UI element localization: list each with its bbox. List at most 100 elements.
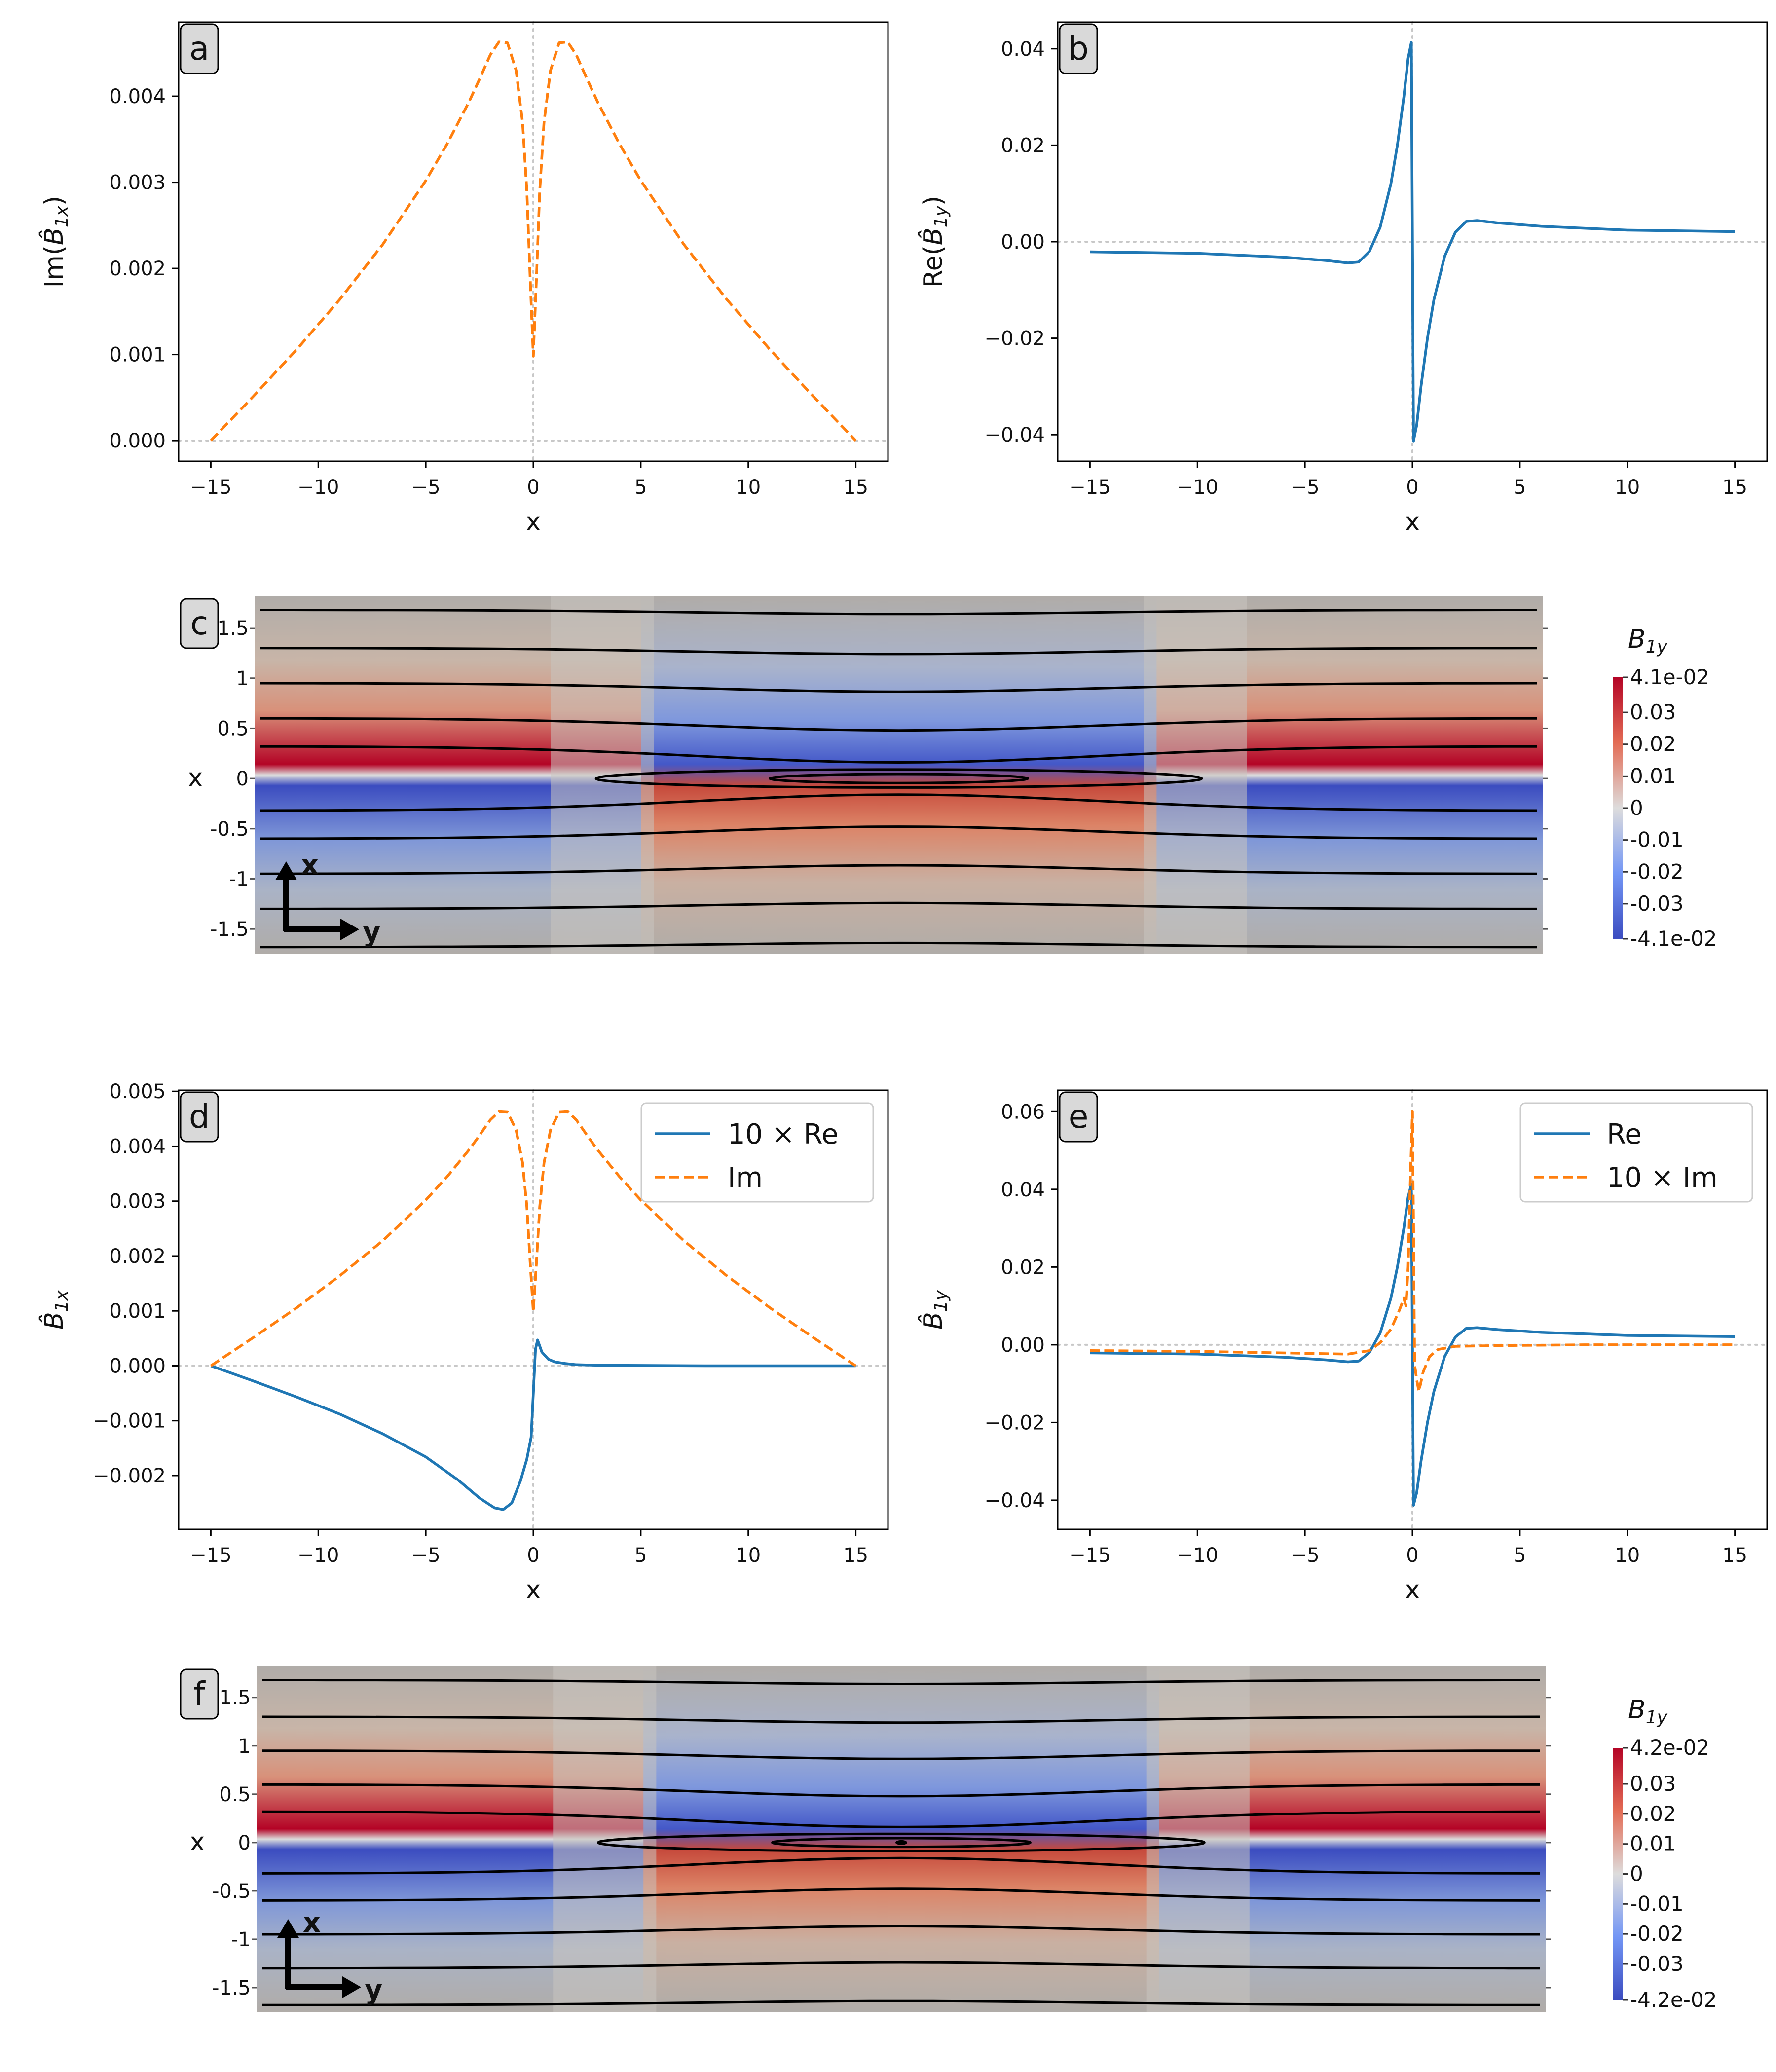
y-tick-label: 0.00 bbox=[1001, 231, 1045, 254]
colorbar-tick-label: 0.03 bbox=[1630, 700, 1676, 724]
colorbar-tick-label: 0.01 bbox=[1630, 1832, 1676, 1856]
x-tick-label: 0 bbox=[1406, 476, 1418, 499]
y-tick-label: −0.04 bbox=[984, 424, 1045, 446]
y-tick-label: 0.001 bbox=[109, 1300, 166, 1323]
field-line bbox=[262, 1749, 1540, 1760]
field-line bbox=[260, 864, 1538, 875]
y-axis-label: Re(B̂1y) bbox=[918, 196, 951, 288]
colorbar-title: B1y bbox=[1628, 1695, 1668, 1728]
x-tick-label: 15 bbox=[1722, 1544, 1747, 1567]
x-tick-label: 0 bbox=[527, 476, 539, 499]
panel-tag-label: d bbox=[189, 1098, 210, 1136]
colorbar-title: B1y bbox=[1628, 625, 1668, 657]
series-line-im bbox=[210, 40, 857, 442]
x-tick-label: −15 bbox=[190, 1544, 231, 1567]
field-line bbox=[260, 682, 1538, 693]
y-axis-label: x bbox=[188, 763, 203, 793]
y-tick-label: 1.5 bbox=[219, 1687, 251, 1709]
panel-f: 1.5 1 0.5 0 -0.5 -1 -1.5 x x y B1y 4.2e-02 0.03 0.02 0… bbox=[180, 1666, 1717, 2012]
island-inner-contour bbox=[769, 773, 1029, 784]
x-tick-label: −5 bbox=[411, 1544, 441, 1567]
colorbar-tick-label: 4.2e-02 bbox=[1630, 1736, 1709, 1760]
x-tick-label: −5 bbox=[1291, 476, 1320, 499]
field-line bbox=[260, 609, 1537, 616]
x-tick-label: −10 bbox=[1177, 476, 1218, 499]
y-tick-label: 0.06 bbox=[1001, 1101, 1045, 1123]
y-tick-label: -1 bbox=[229, 868, 249, 890]
y-axis-label: Im(B̂1x) bbox=[39, 196, 72, 288]
y-tick-label: 0.04 bbox=[1001, 38, 1045, 61]
y-tick-label: −0.002 bbox=[93, 1465, 166, 1487]
y-axis-label: x bbox=[190, 1827, 205, 1857]
series-line-re bbox=[1090, 1183, 1735, 1507]
panel-e: −15 −10 −5 0 5 10 15 −0.04 −0.02 0.00 0.02 0.04 0.06… bbox=[918, 1089, 1768, 1605]
colorbar bbox=[1613, 677, 1623, 939]
panel-tag-box bbox=[1059, 23, 1098, 74]
colorbar-tick-label: -4.1e-02 bbox=[1630, 926, 1717, 951]
colorbar-tick-label: 0 bbox=[1630, 796, 1643, 820]
island-o-point bbox=[895, 1840, 907, 1845]
field-line bbox=[260, 793, 1538, 812]
colorbar-tick-label: -0.02 bbox=[1630, 859, 1684, 884]
y-tick-label: 0.005 bbox=[109, 1080, 166, 1103]
panel-tag-box bbox=[180, 1091, 219, 1143]
orientation-label-right: y bbox=[365, 1974, 383, 2006]
panel-tag-label: c bbox=[190, 604, 208, 642]
y-tick-label: 0 bbox=[238, 1832, 251, 1854]
panel-tag-label: f bbox=[193, 1675, 206, 1713]
x-tick-label: −15 bbox=[1069, 476, 1110, 499]
x-tick-label: 5 bbox=[1514, 476, 1526, 499]
colorbar-tick-label: -0.01 bbox=[1630, 1891, 1684, 1916]
x-tick-label: −10 bbox=[297, 476, 339, 499]
x-tick-label: −15 bbox=[1069, 1544, 1110, 1567]
x-tick-label: −5 bbox=[411, 476, 441, 499]
island-outer-contour bbox=[597, 1832, 1206, 1853]
orientation-arrow-up bbox=[277, 1919, 299, 1938]
orientation-label-right: y bbox=[363, 916, 381, 948]
x-tick-label: 0 bbox=[527, 1544, 539, 1567]
y-tick-label: 1.5 bbox=[217, 617, 249, 640]
x-tick-label: −10 bbox=[1177, 1544, 1218, 1567]
colorbar-tick-label: -0.03 bbox=[1630, 891, 1684, 916]
panel-tag-label: e bbox=[1069, 1098, 1089, 1136]
colorbar-tick-label: -0.01 bbox=[1630, 828, 1684, 852]
y-tick-label: 0.02 bbox=[1001, 134, 1045, 157]
field-line bbox=[260, 901, 1537, 910]
legend-label: 10 × Re bbox=[728, 1118, 839, 1150]
y-tick-label: −0.02 bbox=[984, 1411, 1045, 1434]
panel-d: −15 −10 −5 0 5 10 15 −0.002 −0.001 0.000 0.001 0.00… bbox=[39, 1080, 889, 1605]
field-line bbox=[262, 1810, 1541, 1828]
x-tick-label: −10 bbox=[297, 1544, 339, 1567]
y-tick-label: -1.5 bbox=[210, 918, 249, 941]
y-axis-label: B̂1y bbox=[918, 1290, 951, 1330]
y-tick-label: -0.5 bbox=[212, 1880, 251, 1903]
x-tick-label: −15 bbox=[190, 476, 231, 499]
colorbar-tick-label: 0.02 bbox=[1630, 1802, 1676, 1826]
y-tick-label: 0.003 bbox=[109, 1190, 166, 1213]
y-tick-label: 0.04 bbox=[1001, 1179, 1045, 1201]
y-tick-label: 0.004 bbox=[109, 1135, 166, 1158]
colorbar-tick-label: 4.1e-02 bbox=[1630, 665, 1709, 689]
x-tick-label: −5 bbox=[1291, 1544, 1320, 1567]
y-tick-label: -1.5 bbox=[212, 1977, 251, 1999]
y-tick-label: 0.5 bbox=[219, 1783, 251, 1806]
field-line bbox=[262, 1961, 1540, 1970]
y-tick-label: 0.004 bbox=[109, 85, 166, 108]
legend-label: Im bbox=[728, 1162, 763, 1194]
panel-tag-label: b bbox=[1068, 30, 1089, 68]
x-tick-label: 15 bbox=[843, 1544, 868, 1567]
y-tick-label: 0.002 bbox=[109, 258, 166, 280]
y-tick-label: 0.5 bbox=[217, 717, 249, 740]
x-tick-label: 10 bbox=[1615, 476, 1640, 499]
field-line bbox=[260, 941, 1537, 949]
x-tick-label: 10 bbox=[736, 476, 761, 499]
legend-label: 10 × Im bbox=[1607, 1162, 1718, 1194]
x-tick-label: 5 bbox=[1514, 1544, 1526, 1567]
x-axis-label: x bbox=[526, 1575, 541, 1605]
colorbar-tick-label: 0.02 bbox=[1630, 732, 1676, 756]
panel-tag-box bbox=[180, 23, 219, 74]
series-line-10-re bbox=[210, 1338, 856, 1511]
colorbar-tick-label: 0.01 bbox=[1630, 764, 1676, 788]
y-tick-label: 0.00 bbox=[1001, 1334, 1045, 1357]
